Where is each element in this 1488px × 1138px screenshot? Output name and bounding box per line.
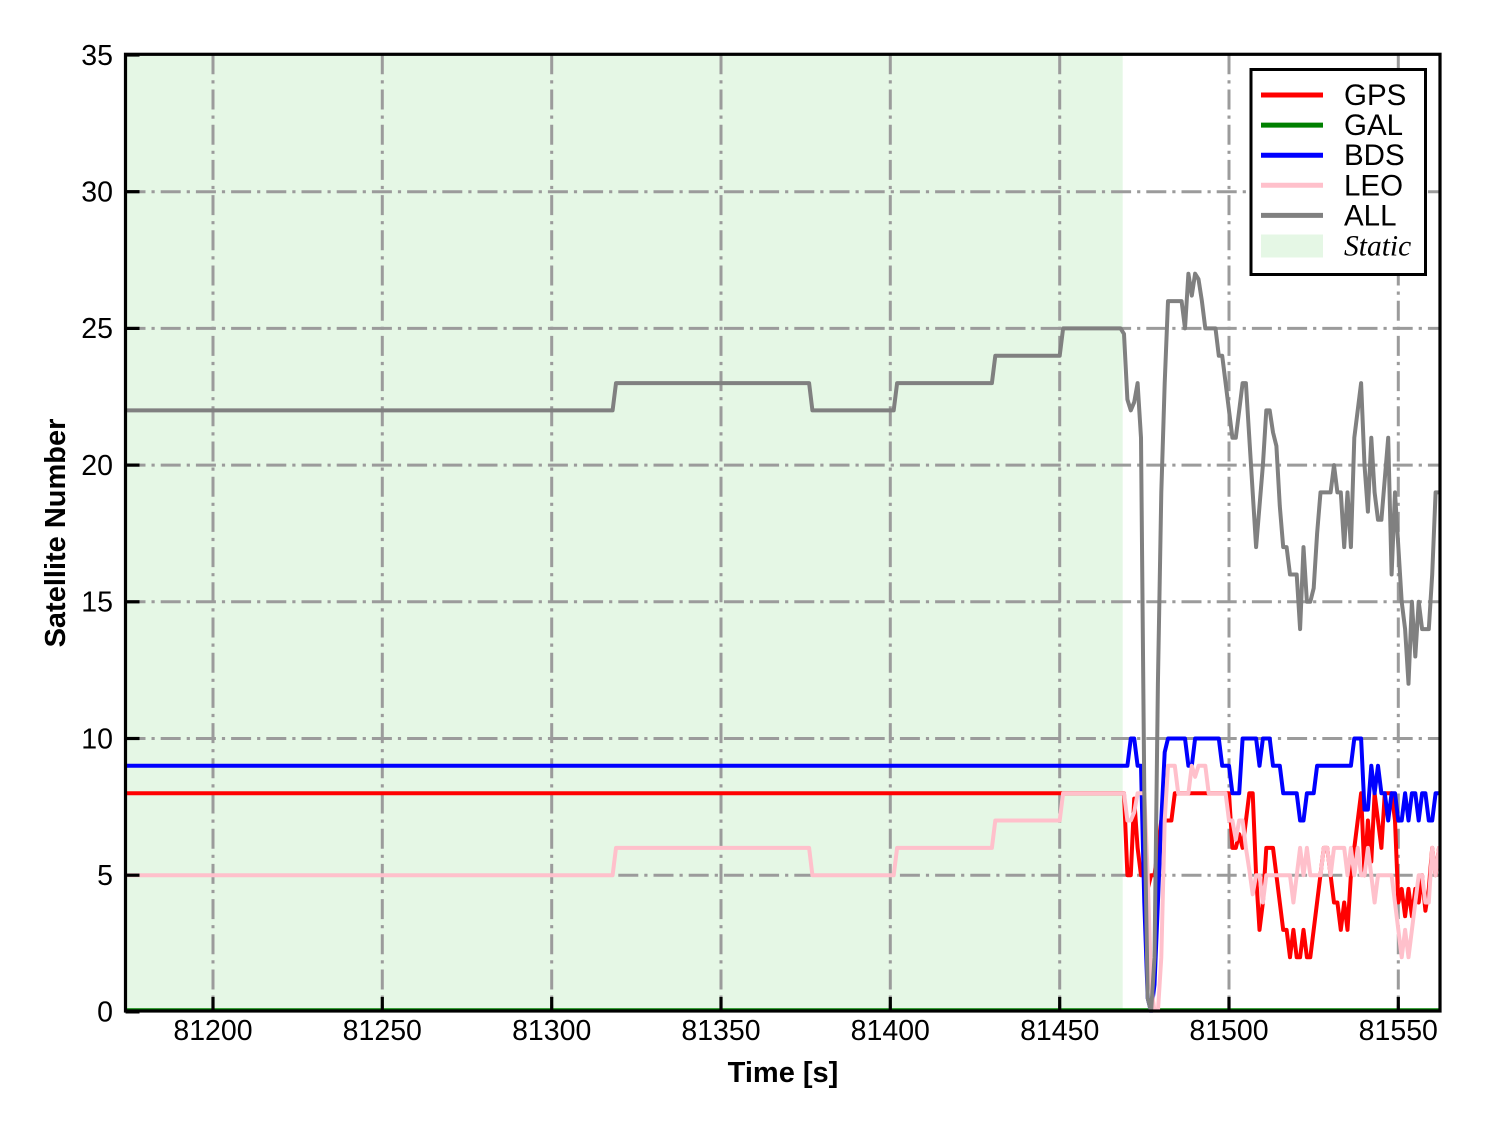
svg-text:81200: 81200 <box>173 1015 252 1047</box>
svg-text:BDS: BDS <box>1344 139 1405 172</box>
svg-text:GPS: GPS <box>1344 79 1406 112</box>
svg-text:35: 35 <box>81 40 113 72</box>
svg-text:25: 25 <box>81 313 113 345</box>
svg-text:GAL: GAL <box>1344 109 1403 142</box>
svg-text:30: 30 <box>81 177 113 209</box>
svg-text:81350: 81350 <box>681 1015 760 1047</box>
svg-text:Satellite Number: Satellite Number <box>40 419 72 648</box>
svg-text:15: 15 <box>81 587 113 619</box>
svg-text:20: 20 <box>81 450 113 482</box>
svg-text:Static: Static <box>1344 231 1411 263</box>
svg-text:81500: 81500 <box>1189 1015 1268 1047</box>
svg-text:ALL: ALL <box>1344 199 1397 232</box>
svg-text:Time [s]: Time [s] <box>728 1057 839 1089</box>
svg-text:5: 5 <box>97 860 113 892</box>
svg-text:81450: 81450 <box>1020 1015 1099 1047</box>
svg-text:81400: 81400 <box>851 1015 930 1047</box>
svg-text:81300: 81300 <box>512 1015 591 1047</box>
svg-text:81550: 81550 <box>1359 1015 1438 1047</box>
svg-text:LEO: LEO <box>1344 169 1403 202</box>
svg-text:10: 10 <box>81 723 113 755</box>
svg-text:81250: 81250 <box>343 1015 422 1047</box>
svg-text:0: 0 <box>97 997 113 1029</box>
